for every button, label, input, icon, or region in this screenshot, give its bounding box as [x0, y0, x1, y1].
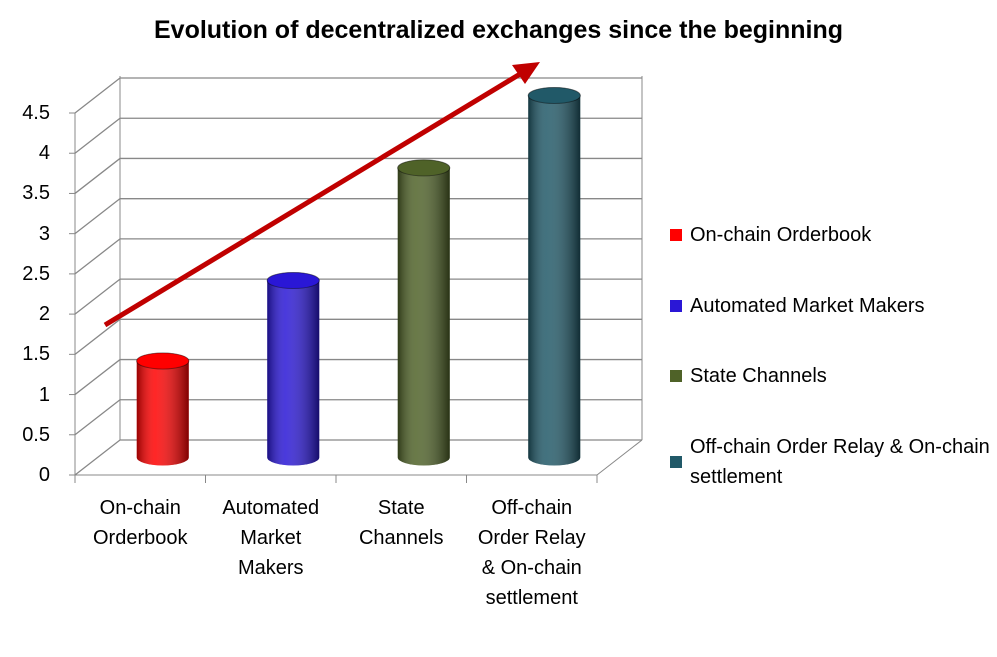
chart-title: Evolution of decentralized exchanges sin…	[153, 16, 843, 44]
legend-label: On-chain Orderbook	[690, 224, 872, 246]
grid-line	[74, 399, 642, 436]
grid-line	[74, 439, 642, 476]
y-tick-label: 3	[38, 222, 50, 245]
y-tick-label: 4.5	[22, 102, 50, 124]
legend-swatch	[670, 300, 682, 312]
grid-line	[74, 238, 642, 275]
x-tick-label: On-chain Orderbook	[93, 497, 188, 549]
y-tick-label: 0	[38, 464, 50, 486]
y-tick-label: 4	[38, 142, 50, 165]
bar-top	[266, 272, 320, 290]
grid-line	[74, 198, 642, 235]
x-tick-label: Automated Market Makers	[222, 497, 320, 579]
legend-item: Automated Market Makers	[670, 291, 990, 321]
bar-top	[527, 87, 581, 104]
legend-swatch	[670, 370, 682, 382]
y-tick-label: 1.5	[22, 343, 50, 366]
legend-item: Off-chain Order Relay & On-chain settlem…	[670, 432, 990, 492]
trend-arrow-head	[512, 62, 540, 84]
legend-swatch	[670, 456, 682, 468]
floor-edge	[596, 439, 643, 476]
x-tick-label: State Channels	[358, 497, 444, 549]
y-tick-label: 2.5	[22, 262, 50, 285]
bar-top	[397, 159, 451, 177]
legend-label: Automated Market Makers	[690, 295, 925, 317]
y-tick-label: 2	[38, 303, 50, 326]
bar	[527, 87, 581, 466]
legend-item: On-chain Orderbook	[670, 220, 990, 250]
y-tick-label: 1	[38, 383, 50, 406]
x-tick-label: Off-chain Order Relay & On-chain settlem…	[477, 497, 586, 609]
bar	[397, 159, 451, 466]
grid-line	[74, 278, 642, 315]
bar	[136, 352, 190, 466]
y-tick-label: 3.5	[22, 182, 50, 205]
grid-line	[74, 358, 642, 396]
legend-swatch	[670, 229, 682, 241]
grid-line	[74, 157, 642, 194]
y-tick-label: 0.5	[22, 423, 50, 446]
grid-line	[74, 77, 642, 114]
legend-label: State Channels	[690, 365, 827, 387]
grid-line	[74, 318, 642, 355]
legend-item: State Channels	[670, 361, 990, 391]
grid-line	[74, 117, 642, 154]
bar-top	[136, 352, 190, 370]
legend-label: Off-chain Order Relay & On-chain settlem…	[690, 436, 990, 488]
trend-arrow	[103, 65, 532, 328]
bar	[266, 272, 320, 466]
